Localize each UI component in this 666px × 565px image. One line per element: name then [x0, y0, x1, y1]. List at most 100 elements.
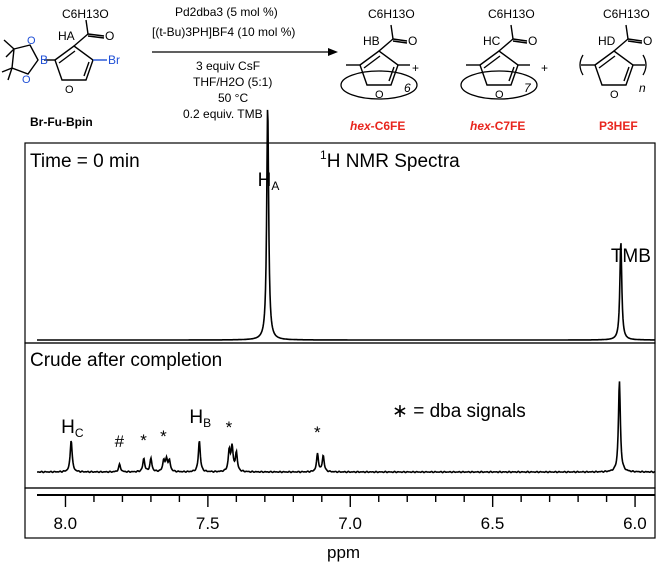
pinacol-oxygen-top: O: [27, 35, 36, 47]
product-2: C6H13O O O HC 7 hex-C7FE: [460, 7, 538, 133]
condition-catalyst: Pd2dba3 (5 mol %): [175, 5, 278, 19]
ester-oxygen-bond: [510, 24, 514, 40]
nmr-title: 1H NMR Spectra: [320, 148, 460, 172]
condition-standard: 0.2 equiv. TMB: [183, 107, 263, 121]
product-1: C6H13O O O HB 6 hex-C6FE: [340, 7, 418, 133]
carbonyl-bond: [392, 40, 408, 44]
macrocycle-ellipse: [340, 70, 418, 100]
carbonyl-oxygen: O: [528, 34, 537, 48]
carbonyl-oxygen: O: [408, 34, 417, 48]
double-bond: [598, 55, 616, 69]
furan-ring: [594, 50, 634, 86]
x-tick-label-3: 6.5: [481, 514, 505, 533]
bottom-peak-label-3: *: [160, 427, 167, 446]
furan-oxygen: O: [375, 89, 384, 101]
ester-bond: [378, 38, 394, 52]
products-group: C6H13OOOHB6hex-C6FEC6H13OOOHC7hex-C7FEC6…: [340, 7, 652, 133]
top-peak-label-1: TMB: [611, 246, 651, 267]
repeat-subscript: 7: [524, 81, 532, 95]
label-subscript: A: [271, 179, 279, 193]
product-label: hex-C7FE: [470, 119, 525, 133]
label-prefix: hex-: [350, 119, 375, 133]
x-tick-label-2: 7.0: [338, 514, 362, 533]
label-h: H: [61, 417, 75, 438]
double-bond: [483, 55, 501, 69]
repeat-subscript: n: [639, 81, 646, 95]
label-h: H: [258, 170, 272, 191]
label-prefix: hex-: [470, 119, 495, 133]
furan-oxygen: O: [65, 84, 74, 96]
product-chain: C6H13O: [368, 7, 415, 21]
product-label: hex-C6FE: [350, 119, 405, 133]
product-proton: HB: [363, 34, 380, 48]
reaction-arrowhead: [328, 48, 338, 56]
ester-oxygen-bond: [390, 24, 394, 40]
condition-temperature: 50 °C: [218, 91, 248, 105]
bottom-peak-label-4: HB: [189, 407, 211, 430]
spectrum-top: [37, 109, 655, 341]
x-tick-label-4: 6.0: [623, 514, 647, 533]
macrocycle-ellipse: [460, 70, 538, 100]
panel-bottom-frame: [24, 342, 656, 489]
carbonyl-bond: [392, 38, 408, 42]
condition-ligand: [(t-Bu)3PH]BF4 (10 mol %): [152, 25, 295, 39]
x-axis-label: ppm: [327, 543, 360, 562]
panel-top-label: Time = 0 min: [30, 151, 140, 172]
carbonyl-bond: [512, 38, 528, 42]
reactant-chain: C6H13O: [62, 7, 109, 21]
double-bond: [388, 66, 395, 82]
carbonyl-bond: [627, 40, 643, 44]
dba-legend: ∗ = dba signals: [392, 401, 526, 422]
repeat-subscript: 6: [404, 81, 411, 95]
nmr-title-text: H NMR Spectra: [327, 151, 460, 172]
bottom-peak-label-1: #: [115, 432, 125, 451]
pinacol-oxygen-bottom: O: [22, 74, 31, 86]
panel-top-frame: [24, 142, 656, 344]
product-proton: HD: [598, 34, 616, 48]
panel-bottom-label: Crude after completion: [30, 350, 222, 371]
furan-oxygen: O: [495, 89, 504, 101]
double-bond: [363, 55, 381, 69]
label-h: H: [189, 407, 203, 428]
product-3: C6H13O O O HD n P3HEF: [579, 7, 652, 133]
furan-oxygen: O: [610, 89, 619, 101]
product-proton: HC: [483, 34, 501, 48]
carbonyl-bond: [627, 38, 643, 42]
plus-sign-2: +: [541, 61, 548, 75]
reaction-scheme: B O O O O C6H13O HA Br Br-Fu-Bpin Pd2dba…: [1, 5, 652, 133]
reactant-label: Br-Fu-Bpin: [30, 115, 93, 129]
ester-bond: [498, 38, 514, 52]
ester-bond: [613, 38, 629, 52]
boron-atom: B: [40, 53, 48, 67]
carbonyl-oxygen: O: [643, 34, 652, 48]
bottom-peak-label-0: HC: [61, 417, 84, 440]
product-chain: C6H13O: [603, 7, 650, 21]
product-label: P3HEF: [599, 119, 638, 133]
ester-oxygen-bond: [625, 24, 629, 40]
double-bond: [623, 66, 630, 82]
furan-ring: [359, 50, 399, 86]
label-main: C6FE: [375, 119, 406, 133]
polymer-bracket-left: [579, 54, 584, 76]
x-tick-label-1: 7.5: [196, 514, 220, 533]
double-bond: [508, 66, 515, 82]
label-subscript: B: [203, 416, 211, 430]
carbonyl-oxygen: O: [105, 29, 114, 43]
reactant-structure: [1, 19, 107, 81]
furan-ring: [479, 50, 519, 86]
top-peak-label-0: HA: [258, 170, 280, 193]
condition-base: 3 equiv CsF: [196, 59, 260, 73]
polymer-bracket-right: [642, 54, 647, 76]
reactant-proton: HA: [58, 29, 75, 43]
nmr-title-superscript: 1: [320, 148, 327, 162]
bottom-peak-label-5: *: [226, 418, 233, 437]
condition-solvent: THF/H2O (5:1): [193, 75, 272, 89]
reactant-halogen: Br: [108, 53, 120, 67]
label-subscript: C: [75, 426, 84, 440]
plus-sign-1: +: [412, 61, 419, 75]
carbonyl-bond: [512, 40, 528, 44]
conditions-block: Pd2dba3 (5 mol %) [(t-Bu)3PH]BF4 (10 mol…: [152, 5, 338, 121]
x-axis-ticks: 8.0 7.5 7.0 6.5 6.0: [53, 495, 647, 533]
axis-frame: [24, 487, 656, 539]
